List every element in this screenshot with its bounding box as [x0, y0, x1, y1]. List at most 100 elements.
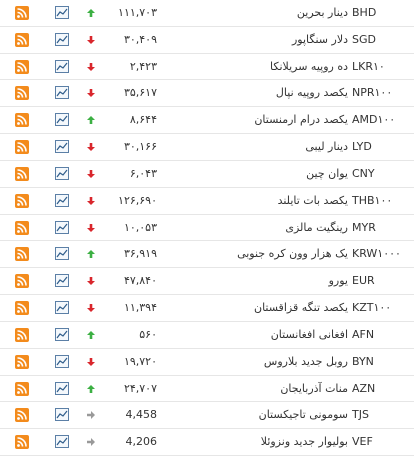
chart-icon[interactable]: [55, 59, 69, 73]
rate-value: ۳۰,۴۰۹: [123, 32, 157, 46]
rss-bg: [15, 140, 29, 155]
chart-icon[interactable]: [55, 408, 69, 422]
chart-line: [56, 62, 68, 71]
rss-icon[interactable]: [15, 166, 29, 181]
rss-icon[interactable]: [15, 247, 29, 262]
arrow-shape: [87, 384, 95, 393]
chart-icon[interactable]: [55, 247, 69, 261]
row: AFN افغانی افغانستان ۵۶۰: [0, 322, 414, 349]
currency-code: THB۱۰۰: [352, 193, 393, 207]
row: VEF بولیوار جدید ونزوئلا 4,206: [0, 429, 414, 456]
rss-arc: [17, 92, 24, 99]
rss-arc: [17, 414, 24, 420]
currency-code: BYN: [352, 354, 374, 368]
currency-name: افغانی افغانستان: [270, 327, 348, 341]
rss-icon[interactable]: [15, 86, 29, 101]
row: MYR رینگیت مالزی ۱۰,۰۵۳: [0, 215, 414, 242]
rss-icon[interactable]: [15, 220, 29, 235]
rss-dot: [17, 122, 20, 126]
rss-bg: [15, 220, 29, 235]
row: BHD دینار بحرین ۱۱۱,۷۰۳: [0, 0, 414, 27]
rss-icon[interactable]: [15, 327, 29, 342]
row: TJS سومونی تاجیکستان 4,458: [0, 402, 414, 430]
rss-bg: [15, 435, 29, 450]
chart-line: [56, 250, 68, 258]
rss-bg: [15, 113, 29, 128]
trend-arrow: [87, 250, 95, 259]
chart-frame: [55, 247, 69, 261]
rss-dot: [17, 149, 20, 153]
rss-arc: [17, 142, 27, 152]
chart-icon[interactable]: [55, 354, 69, 368]
chart-frame: [55, 327, 69, 341]
rss-icon[interactable]: [15, 193, 29, 208]
rss-icon[interactable]: [15, 408, 29, 423]
currency-code: AMD۱۰۰: [352, 113, 396, 127]
trend-arrow: [87, 62, 95, 71]
rss-icon[interactable]: [15, 354, 29, 369]
trend-arrow: [87, 330, 95, 339]
row: KRW۱۰۰۰ یک هزار وون کره جنوبی ۳۶,۹۱۹: [0, 241, 414, 269]
row: EUR یورو ۴۷,۸۴۰: [0, 268, 414, 296]
chart-line: [56, 35, 68, 44]
trend-arrow: [87, 35, 95, 44]
row: LKR۱۰ ده روپیه سریلانکا ۲,۴۲۳: [0, 54, 414, 81]
rate-value: ۲۴,۷۰۷: [123, 381, 157, 395]
trend-arrow: [87, 196, 95, 205]
currency-code: MYR: [352, 220, 376, 234]
chart-icon[interactable]: [55, 220, 69, 234]
rss-dot: [17, 444, 20, 448]
currency-name: منات آذربایجان: [280, 381, 348, 395]
row: CNY یوان چین ۶,۰۴۳: [0, 161, 414, 188]
chart-frame: [55, 274, 69, 288]
chart-frame: [55, 381, 69, 395]
chart-icon[interactable]: [55, 140, 69, 154]
chart-icon[interactable]: [55, 32, 69, 46]
rss-arc: [17, 195, 27, 206]
rate-value: ۳۶,۹۱۹: [123, 247, 157, 261]
rss-bg: [15, 32, 29, 47]
chart-icon[interactable]: [55, 327, 69, 341]
rss-dot: [17, 15, 20, 18]
rss-icon[interactable]: [15, 6, 29, 20]
rss-arc: [17, 61, 27, 72]
arrow-shape: [87, 35, 95, 44]
chart-icon[interactable]: [55, 274, 69, 288]
trend-arrow: [87, 384, 95, 393]
rate-value: ۳۰,۱۶۶: [123, 140, 157, 154]
rate-value: ۱۱۱,۷۰۳: [118, 6, 157, 19]
rss-icon[interactable]: [15, 435, 29, 450]
chart-icon[interactable]: [55, 193, 69, 207]
rss-icon[interactable]: [15, 113, 29, 128]
arrow-shape: [87, 250, 95, 259]
chart-icon[interactable]: [55, 113, 69, 127]
arrow-shape: [87, 62, 95, 71]
rss-icon[interactable]: [15, 59, 29, 74]
rss-icon[interactable]: [15, 140, 29, 155]
currency-code: LKR۱۰: [352, 59, 385, 73]
arrow-shape: [87, 357, 95, 366]
chart-icon[interactable]: [55, 301, 69, 315]
rate-value: ۵۶۰: [139, 327, 157, 341]
rss-icon[interactable]: [15, 274, 29, 289]
chart-line: [56, 223, 68, 231]
chart-icon[interactable]: [55, 86, 69, 100]
rss-icon[interactable]: [15, 32, 29, 47]
rss-dot: [17, 176, 20, 179]
arrow-shape: [87, 196, 95, 205]
chart-icon[interactable]: [55, 166, 69, 180]
rss-icon[interactable]: [15, 301, 29, 316]
chart-icon[interactable]: [55, 381, 69, 395]
rss-dot: [17, 310, 20, 313]
chart-icon[interactable]: [55, 435, 69, 449]
rate-value: 4,206: [125, 435, 158, 449]
row: SGD دلار سنگاپور ۳۰,۴۰۹: [0, 27, 414, 54]
arrow-shape: [87, 330, 95, 339]
rss-icon[interactable]: [15, 381, 29, 396]
chart-line: [56, 410, 68, 419]
chart-frame: [55, 59, 69, 73]
chart-icon[interactable]: [55, 6, 69, 19]
arrow-shape: [87, 169, 95, 178]
rate-value: ۴۷,۸۴۰: [123, 274, 157, 288]
rss-bg: [15, 301, 29, 316]
